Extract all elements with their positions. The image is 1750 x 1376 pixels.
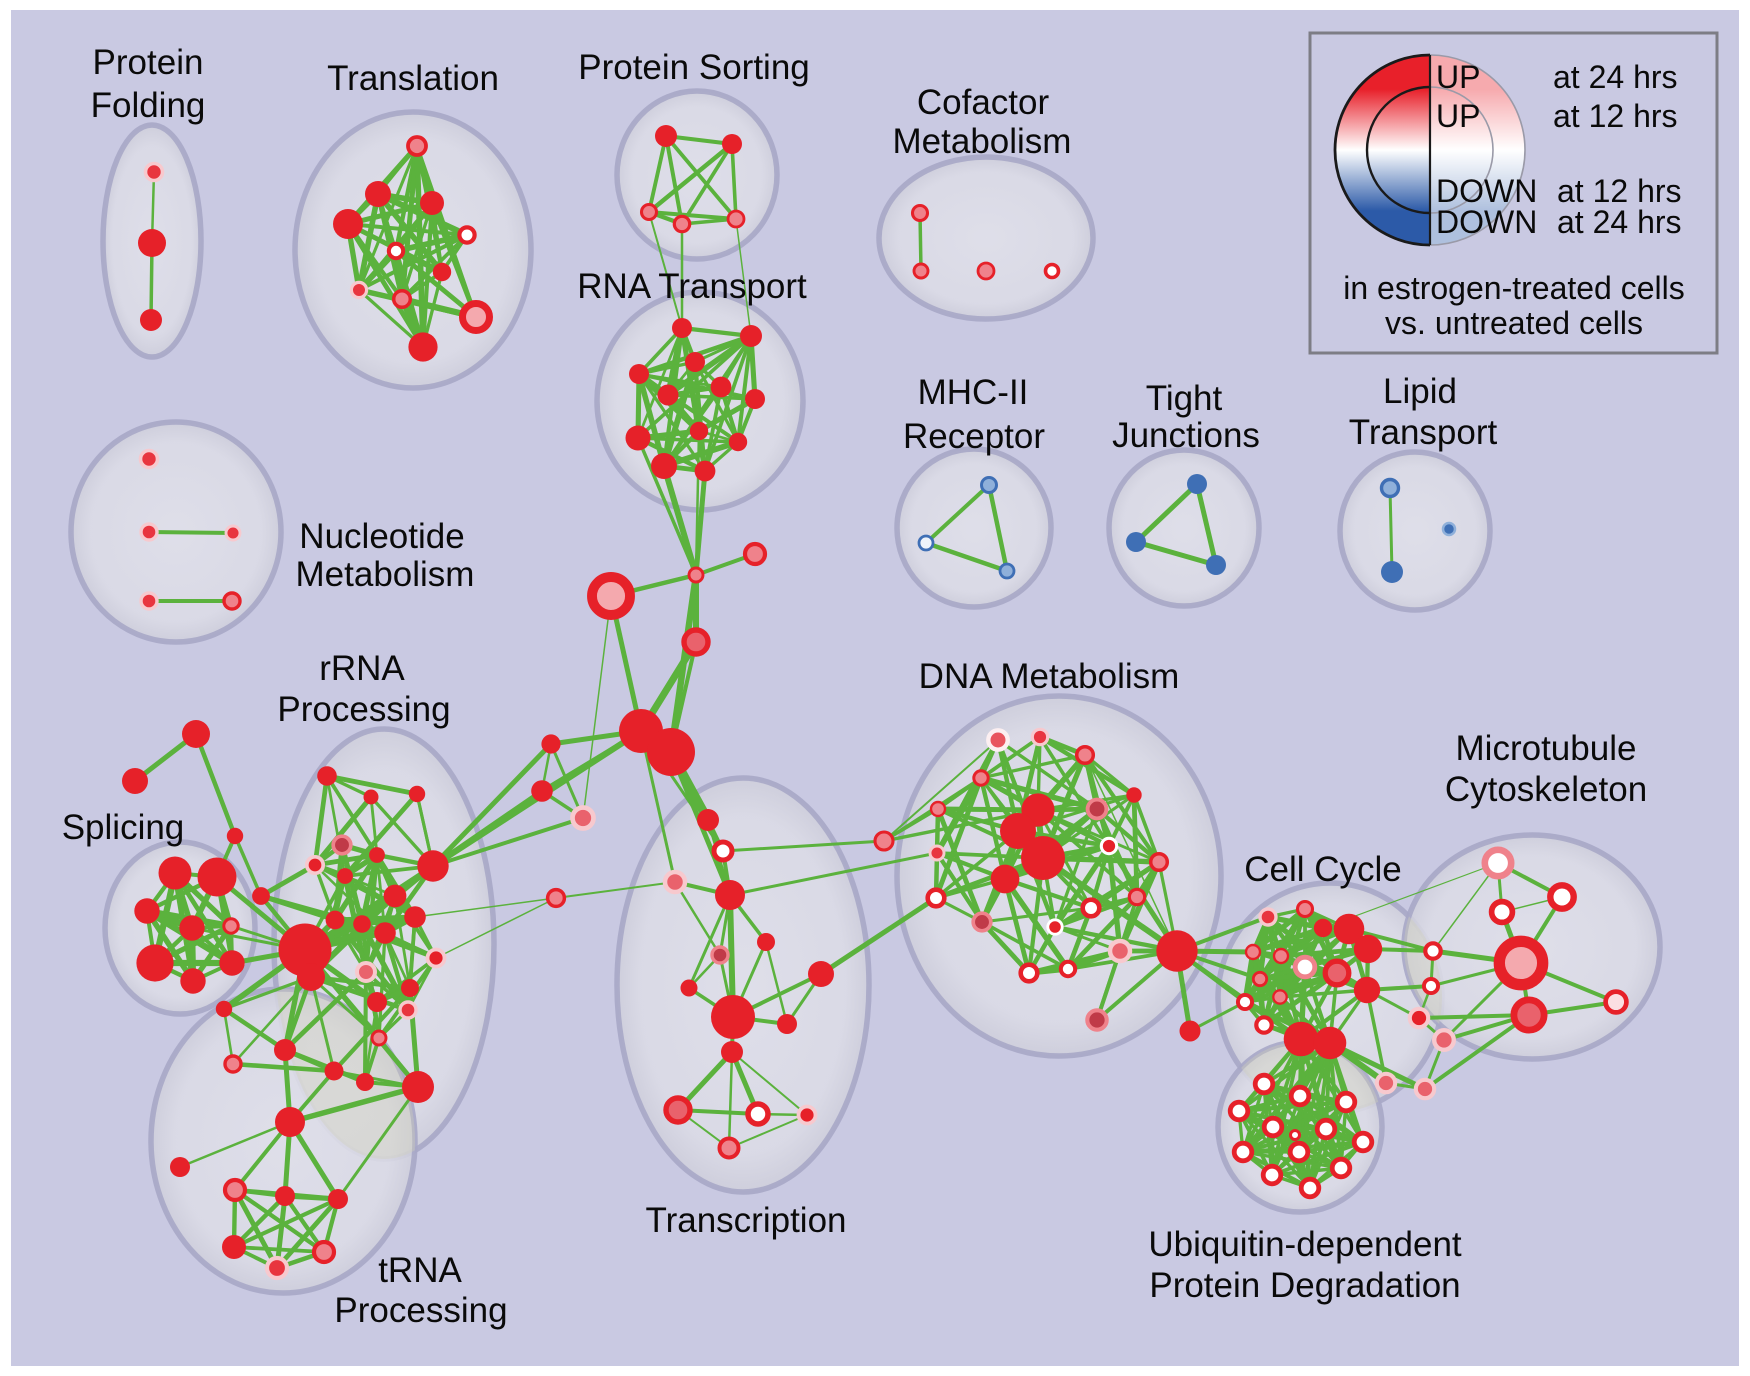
svg-text:Protein Sorting: Protein Sorting bbox=[578, 48, 810, 87]
svg-text:vs. untreated cells: vs. untreated cells bbox=[1385, 305, 1643, 341]
svg-text:Microtubule: Microtubule bbox=[1456, 729, 1637, 768]
svg-text:Processing: Processing bbox=[334, 1291, 507, 1330]
svg-text:Nucleotide: Nucleotide bbox=[299, 517, 464, 556]
svg-text:Translation: Translation bbox=[327, 59, 499, 98]
svg-text:Processing: Processing bbox=[277, 690, 450, 729]
svg-text:Protein: Protein bbox=[93, 43, 204, 82]
svg-text:Ubiquitin-dependent: Ubiquitin-dependent bbox=[1148, 1225, 1462, 1264]
svg-text:Splicing: Splicing bbox=[62, 808, 185, 847]
svg-text:Tight: Tight bbox=[1146, 379, 1223, 418]
svg-text:Transcription: Transcription bbox=[646, 1201, 847, 1240]
svg-text:Metabolism: Metabolism bbox=[893, 122, 1072, 161]
svg-text:DOWN: DOWN bbox=[1436, 204, 1537, 240]
svg-text:Folding: Folding bbox=[91, 86, 206, 125]
svg-text:DOWN: DOWN bbox=[1436, 173, 1537, 209]
svg-text:Cytoskeleton: Cytoskeleton bbox=[1445, 770, 1647, 809]
svg-text:UP: UP bbox=[1436, 98, 1480, 134]
svg-text:at 24 hrs: at 24 hrs bbox=[1557, 204, 1682, 240]
svg-text:Protein Degradation: Protein Degradation bbox=[1149, 1266, 1460, 1305]
svg-text:at 12 hrs: at 12 hrs bbox=[1557, 173, 1682, 209]
svg-text:DNA Metabolism: DNA Metabolism bbox=[919, 657, 1180, 696]
svg-text:Junctions: Junctions bbox=[1112, 416, 1260, 455]
svg-text:RNA Transport: RNA Transport bbox=[577, 267, 807, 306]
svg-text:rRNA: rRNA bbox=[319, 649, 405, 688]
svg-text:Cofactor: Cofactor bbox=[917, 83, 1050, 122]
svg-text:tRNA: tRNA bbox=[378, 1251, 462, 1290]
svg-text:MHC-II: MHC-II bbox=[918, 373, 1029, 412]
svg-text:at 12 hrs: at 12 hrs bbox=[1553, 98, 1678, 134]
svg-text:Transport: Transport bbox=[1349, 413, 1498, 452]
svg-text:Cell Cycle: Cell Cycle bbox=[1244, 850, 1402, 889]
svg-text:Metabolism: Metabolism bbox=[296, 555, 475, 594]
svg-text:UP: UP bbox=[1436, 59, 1480, 95]
svg-text:Lipid: Lipid bbox=[1383, 372, 1457, 411]
svg-text:in estrogen-treated cells: in estrogen-treated cells bbox=[1343, 270, 1685, 306]
svg-text:at 24 hrs: at 24 hrs bbox=[1553, 59, 1678, 95]
svg-text:Receptor: Receptor bbox=[903, 417, 1045, 456]
